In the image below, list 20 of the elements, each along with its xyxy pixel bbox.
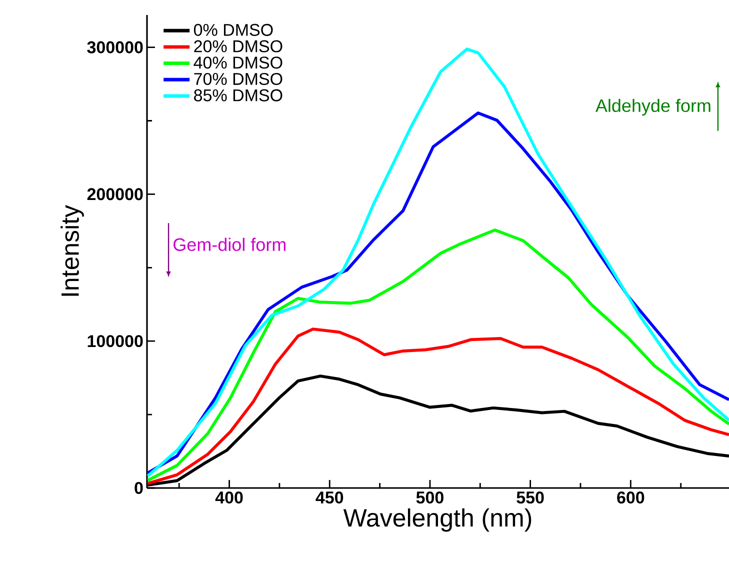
x-tick-label: 500 [416, 492, 444, 504]
x-axis-title: Wavelength (nm) [343, 508, 532, 532]
annotation: Aldehyde form [595, 98, 710, 116]
y-tick-label: 0 [134, 482, 143, 494]
x-tick-label: 550 [516, 492, 544, 504]
legend-label: 0% DMSO [194, 24, 273, 36]
legend-label: 20% DMSO [194, 40, 282, 52]
line-series [146, 328, 729, 485]
y-axis-title: Intensity [60, 204, 84, 296]
annotation: Gem-diol form [174, 238, 286, 252]
legend-label: 70% DMSO [194, 72, 282, 85]
y-tick-label: 300000 [87, 41, 143, 54]
legend-label: 85% DMSO [194, 89, 282, 102]
x-tick-label: 450 [316, 492, 344, 504]
line-series [146, 228, 729, 482]
y-tick-label: 100000 [88, 335, 143, 348]
legend-label: 40% DMSO [194, 56, 282, 69]
x-tick-label: 600 [617, 492, 644, 504]
x-tick-label: 400 [215, 492, 243, 504]
y-tick-label: 200000 [87, 188, 143, 200]
